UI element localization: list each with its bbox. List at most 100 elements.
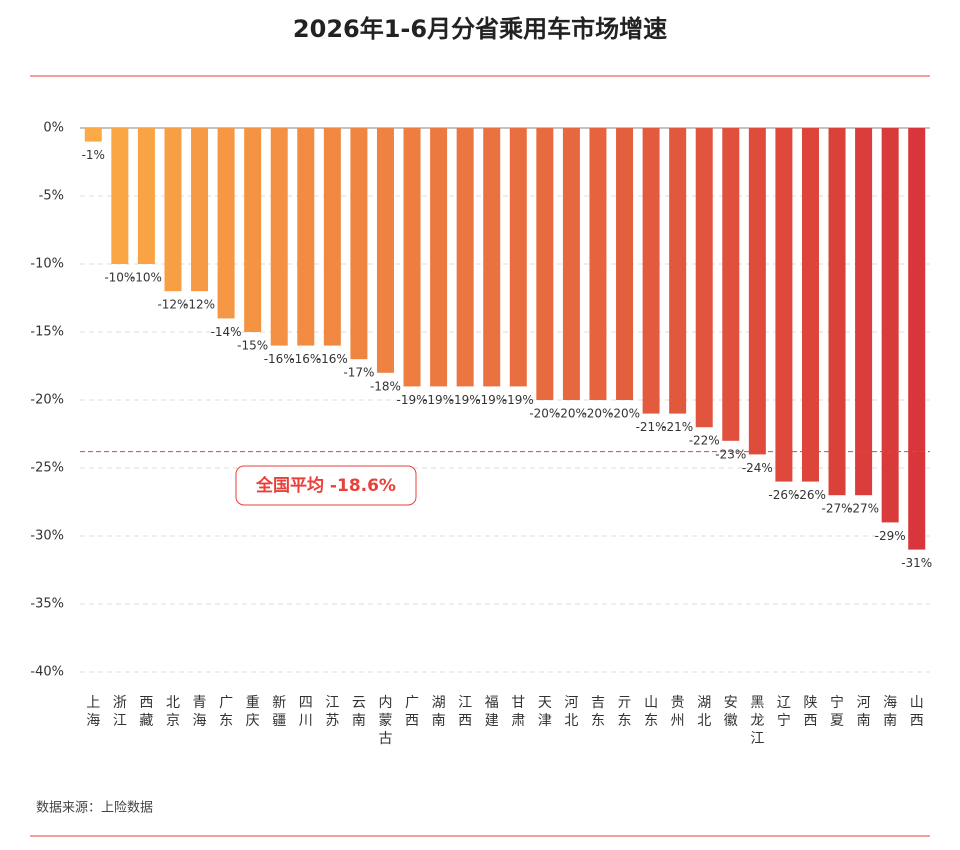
y-tick-label: -40% <box>30 665 64 680</box>
chart-title: 2026年1-6月分省乘用车市场增速 <box>293 15 667 43</box>
x-tick-label: 山东 <box>644 695 658 729</box>
bar <box>483 128 501 387</box>
bar <box>244 128 262 332</box>
bar <box>137 128 155 264</box>
x-tick-label: 河南 <box>857 695 871 729</box>
x-tick-label: 陕西 <box>803 695 817 729</box>
value-label: -20% <box>609 407 640 421</box>
value-label: -15% <box>237 339 268 353</box>
bar <box>695 128 713 428</box>
bar <box>855 128 873 496</box>
bar <box>801 128 819 482</box>
value-label: -19% <box>503 393 534 407</box>
x-tick-label: 亓东 <box>618 695 632 729</box>
value-label: -10% <box>104 271 135 285</box>
x-tick-label: 浙江 <box>113 695 127 729</box>
bar <box>669 128 687 414</box>
x-tick-label: 江西 <box>458 695 472 729</box>
value-label: -16% <box>317 352 348 366</box>
x-tick-label: 辽宁 <box>777 695 791 729</box>
x-tick-label: 西藏 <box>139 695 153 729</box>
bar <box>430 128 448 387</box>
bar <box>616 128 634 400</box>
value-label: -10% <box>131 271 162 285</box>
x-tick-label: 安徽 <box>724 695 738 729</box>
y-tick-label: -30% <box>30 529 64 544</box>
value-label: -24% <box>742 461 773 475</box>
value-label: -16% <box>264 352 295 366</box>
value-label: -22% <box>689 434 720 448</box>
value-label: -20% <box>556 407 587 421</box>
value-label: -1% <box>82 148 105 162</box>
bar <box>562 128 580 400</box>
value-label: -20% <box>582 407 613 421</box>
value-label: -17% <box>343 366 374 380</box>
bar <box>376 128 394 373</box>
bar <box>722 128 740 441</box>
y-tick-label: -15% <box>30 325 64 340</box>
bar <box>111 128 129 264</box>
y-tick-label: -35% <box>30 597 64 612</box>
bar <box>350 128 368 360</box>
x-tick-label: 湖南 <box>432 695 446 729</box>
x-tick-label: 福建 <box>485 695 499 729</box>
value-label: -19% <box>450 393 481 407</box>
bar <box>828 128 846 496</box>
x-tick-label: 吉东 <box>591 695 605 729</box>
y-tick-label: -20% <box>30 393 64 408</box>
x-tick-label: 河北 <box>564 695 578 729</box>
x-tick-label: 青海 <box>193 695 207 729</box>
bar <box>456 128 474 387</box>
y-tick-label: 0% <box>43 121 64 136</box>
x-tick-label: 内蒙古 <box>378 695 392 747</box>
value-label: -31% <box>901 556 932 570</box>
value-label: -21% <box>636 420 667 434</box>
x-tick-label: 北京 <box>166 695 180 729</box>
value-label: -12% <box>157 298 188 312</box>
y-tick-label: -10% <box>30 257 64 272</box>
bar <box>217 128 235 319</box>
bar <box>164 128 182 292</box>
value-label: -27% <box>822 502 853 516</box>
x-tick-label: 海南 <box>883 695 897 729</box>
bar <box>509 128 527 387</box>
source-note: 数据来源：上险数据 <box>36 801 153 816</box>
x-tick-label: 宁夏 <box>830 694 844 729</box>
bar <box>642 128 660 414</box>
value-label: -23% <box>715 447 746 461</box>
bar <box>403 128 421 387</box>
x-tick-label: 天津 <box>538 695 552 729</box>
value-label: -14% <box>211 325 242 339</box>
value-label: -26% <box>795 488 826 502</box>
value-label: -27% <box>848 502 879 516</box>
x-tick-label: 新疆 <box>272 695 286 729</box>
bar <box>323 128 341 346</box>
bar <box>84 128 102 142</box>
value-label: -21% <box>662 420 693 434</box>
bar <box>908 128 926 550</box>
value-label: -12% <box>184 298 215 312</box>
x-tick-label: 广东 <box>219 695 233 729</box>
x-tick-label: 黑龙江 <box>750 695 764 747</box>
bar <box>881 128 899 523</box>
value-label: -29% <box>875 529 906 543</box>
value-label: -26% <box>768 488 799 502</box>
x-tick-label: 上海 <box>86 695 100 729</box>
value-label: -19% <box>476 393 507 407</box>
x-tick-label: 贵州 <box>671 695 685 729</box>
x-tick-label: 重庆 <box>246 695 260 729</box>
bar <box>270 128 288 346</box>
reference-box <box>235 465 417 506</box>
x-tick-label: 广西 <box>405 695 419 729</box>
value-label: -19% <box>423 393 454 407</box>
x-tick-label: 甘肃 <box>511 695 525 729</box>
value-label: -16% <box>290 352 321 366</box>
value-label: -18% <box>370 379 401 393</box>
y-tick-label: -25% <box>30 461 64 476</box>
x-tick-label: 江苏 <box>325 695 339 729</box>
bar <box>775 128 793 482</box>
value-label: -19% <box>397 393 428 407</box>
x-tick-label: 湖北 <box>697 695 711 729</box>
bar <box>536 128 554 400</box>
